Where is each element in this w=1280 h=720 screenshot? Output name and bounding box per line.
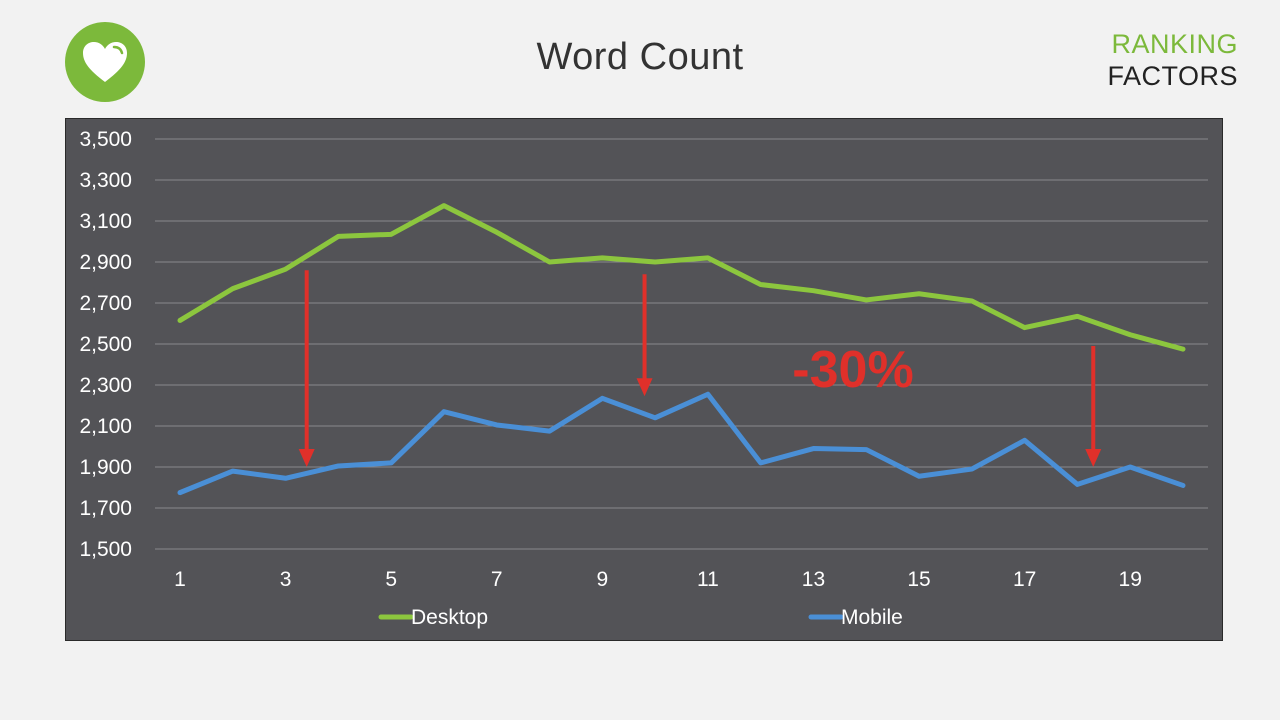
arrow-head	[636, 378, 653, 397]
drop-arrows	[298, 270, 1102, 467]
y-tick-label: 3,100	[79, 210, 132, 233]
y-tick-label: 3,300	[79, 169, 132, 192]
y-tick-label: 1,700	[79, 497, 132, 520]
x-tick-label: 5	[385, 568, 397, 591]
x-tick-label: 9	[596, 568, 608, 591]
grid-lines	[155, 138, 1208, 550]
legend-label: Mobile	[841, 606, 903, 629]
y-tick-label: 3,500	[79, 128, 132, 151]
x-tick-label: 7	[491, 568, 503, 591]
arrow-head	[1085, 448, 1102, 467]
annotation-text: -30%	[792, 341, 913, 399]
x-tick-label: 13	[802, 568, 825, 591]
series-line-mobile	[177, 391, 1186, 496]
y-tick-label: 2,900	[79, 251, 132, 274]
legend: Desktop Mobile	[378, 606, 903, 629]
legend-label: Desktop	[411, 606, 488, 629]
y-tick-label: 2,700	[79, 292, 132, 315]
series-lines	[177, 203, 1186, 496]
brand-line-factors: FACTORS	[1107, 61, 1238, 91]
chart-panel: 3,500 3,300 3,100 2,900 2,700 2,500 2,300 2,100…	[65, 118, 1223, 641]
series-line-desktop	[177, 203, 1186, 352]
brand-logo-text: RANKING FACTORS	[1107, 28, 1238, 92]
y-tick-label: 2,500	[79, 333, 132, 356]
y-tick-label: 1,500	[79, 538, 132, 561]
y-tick-label: 2,100	[79, 415, 132, 438]
y-tick-label: 2,300	[79, 374, 132, 397]
page-title: Word Count	[536, 36, 744, 78]
y-axis-ticks: 3,500 3,300 3,100 2,900 2,700 2,500 2,300 2,100…	[79, 128, 132, 561]
heart-icon	[83, 42, 127, 82]
brand-line-ranking: RANKING	[1111, 29, 1238, 59]
annotations: -30%	[792, 341, 913, 399]
arrow-head	[298, 448, 315, 467]
logo	[65, 22, 145, 102]
x-tick-label: 3	[280, 568, 292, 591]
x-tick-label: 1	[174, 568, 186, 591]
x-tick-label: 19	[1119, 568, 1142, 591]
x-tick-label: 17	[1013, 568, 1036, 591]
x-tick-label: 15	[907, 568, 930, 591]
y-tick-label: 1,900	[79, 456, 132, 479]
x-axis-ticks: 1 3 5 7 9 11 13 15 17 19	[174, 568, 1142, 591]
x-tick-label: 11	[697, 568, 719, 591]
word-count-chart: 3,500 3,300 3,100 2,900 2,700 2,500 2,300 2,100…	[79, 128, 1208, 629]
